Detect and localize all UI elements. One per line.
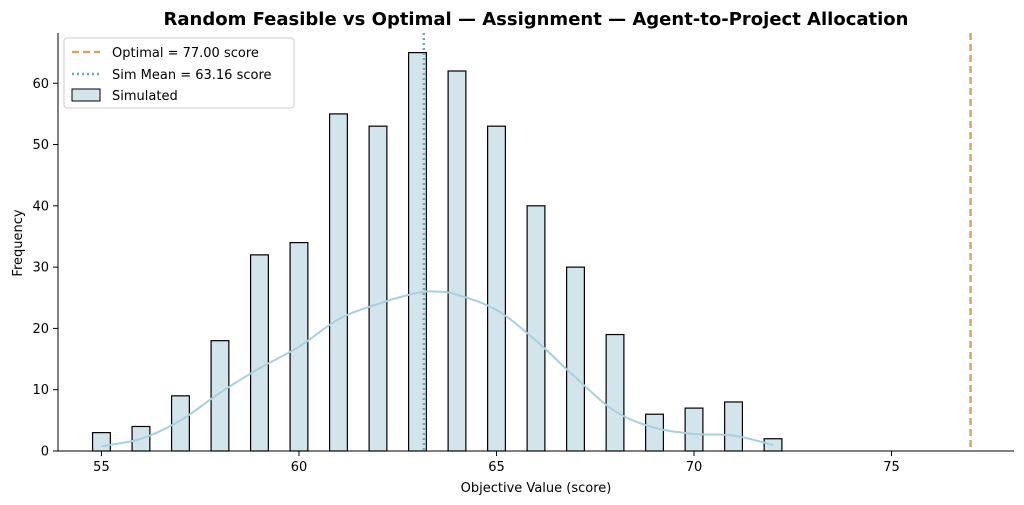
y-tick-label: 20	[32, 322, 49, 337]
histogram-bar	[724, 401, 744, 452]
histogram-bar	[526, 205, 546, 452]
chart-title: Random Feasible vs Optimal — Assignment …	[164, 9, 909, 30]
y-tick-label: 60	[32, 77, 49, 92]
x-tick-label: 70	[686, 460, 703, 475]
histogram-bar	[605, 333, 625, 452]
y-axis-label: Frequency	[11, 209, 26, 276]
histogram-bar	[368, 125, 388, 452]
y-tick-label: 30	[32, 261, 49, 276]
x-tick-label: 55	[93, 460, 110, 475]
axes-group: 55 60 65 70 75 0 10 20 30 40 50 60	[32, 33, 1014, 475]
kde-group	[101, 290, 774, 448]
y-tick-label: 40	[32, 199, 49, 214]
x-axis-label: Objective Value (score)	[461, 481, 612, 496]
x-tick-label: 65	[488, 460, 505, 475]
histogram-bar	[210, 340, 230, 452]
legend-mean-label: Sim Mean = 63.16 score	[112, 68, 272, 83]
legend-frame	[63, 37, 295, 109]
histogram-bar	[407, 52, 427, 452]
histogram-bar	[328, 113, 348, 452]
legend-simulated-swatch	[71, 88, 101, 102]
y-tick-label: 10	[32, 383, 49, 398]
histogram-bar	[645, 413, 665, 452]
histogram-bar	[91, 432, 111, 452]
reference-lines	[422, 33, 972, 451]
x-tick-label: 75	[883, 460, 900, 475]
histogram-bar	[487, 125, 506, 452]
x-tick-label: 60	[291, 460, 308, 475]
y-tick-label: 0	[41, 445, 49, 460]
y-tick-label: 50	[32, 138, 49, 153]
legend: Optimal = 77.00 score Sim Mean = 63.16 s…	[63, 37, 295, 109]
histogram-bar	[684, 407, 704, 452]
legend-optimal-label: Optimal = 77.00 score	[112, 46, 259, 61]
histogram-bar	[566, 266, 585, 452]
histogram-bar	[249, 254, 269, 452]
histogram-bar	[447, 70, 467, 452]
kde-curve	[101, 290, 774, 448]
bars-group	[91, 52, 783, 452]
legend-simulated-label: Simulated	[112, 89, 178, 104]
